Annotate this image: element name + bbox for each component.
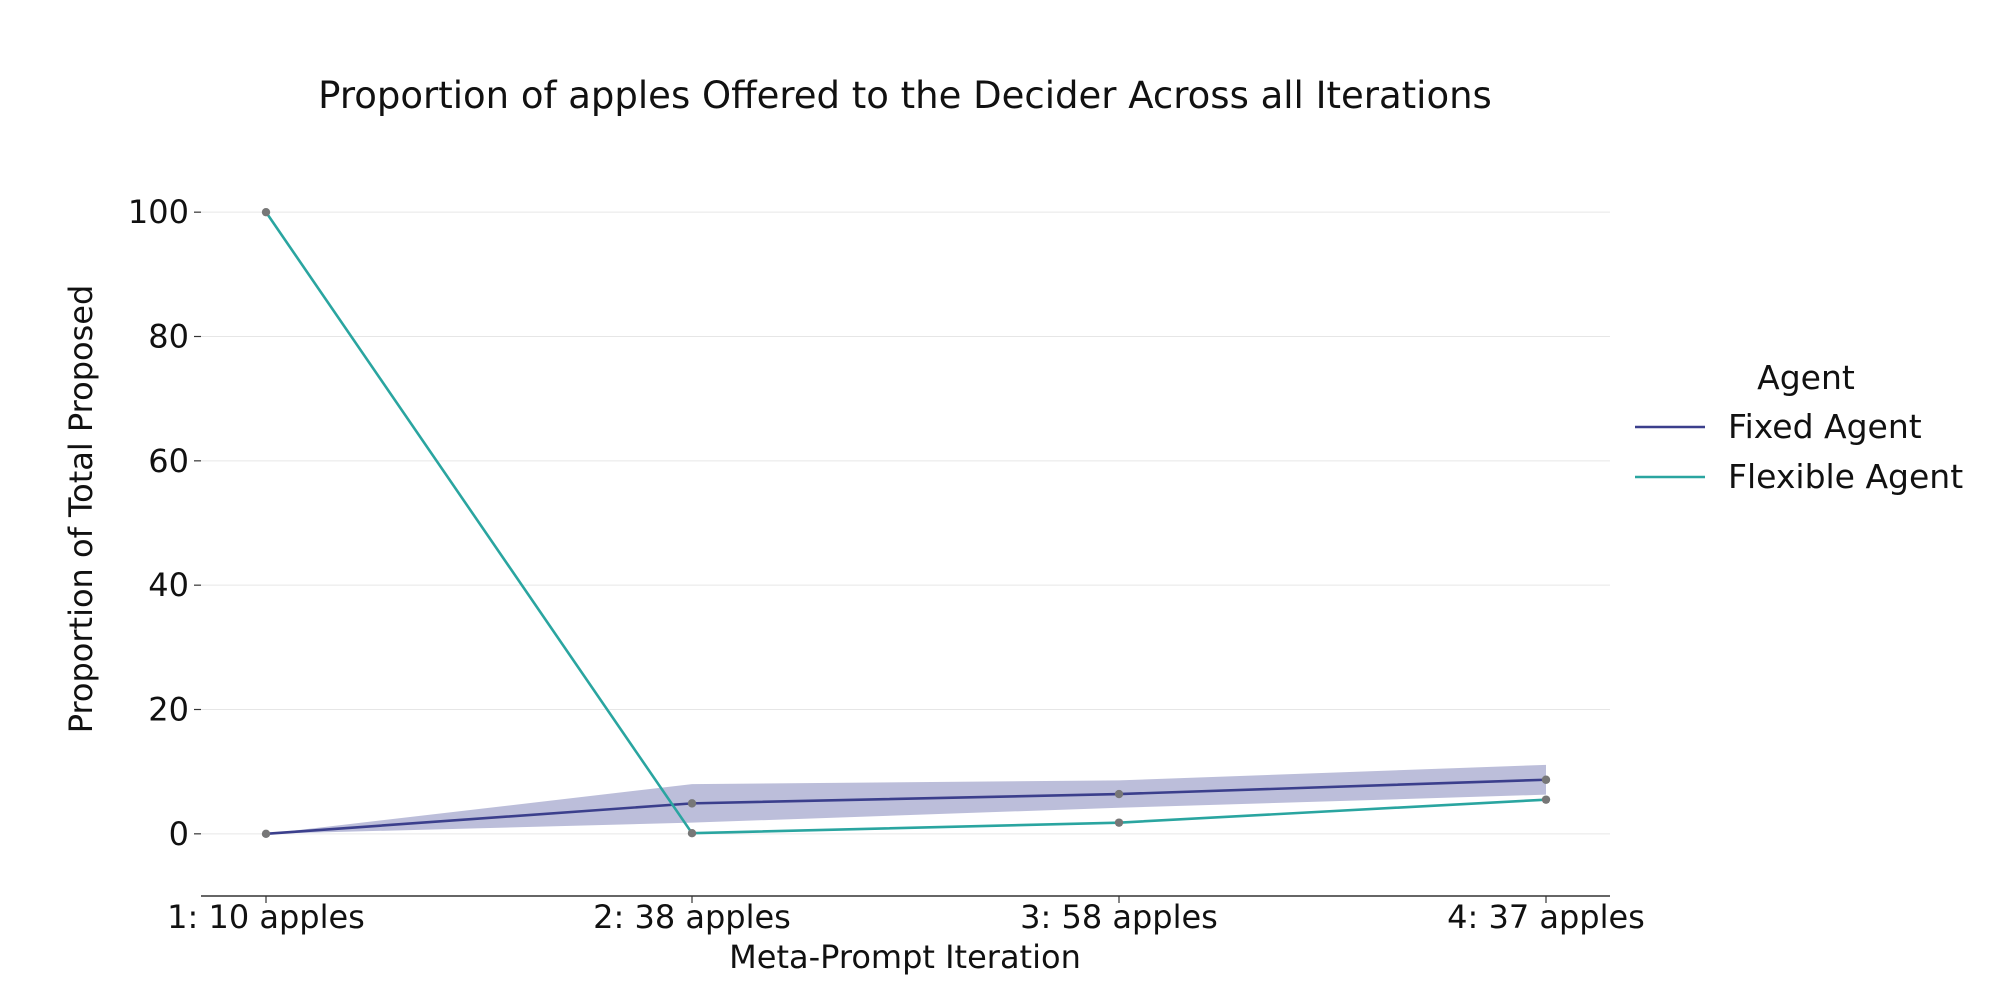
fixed-agent-line xyxy=(265,778,1547,836)
x-tick-label: 1: 10 apples xyxy=(167,898,365,936)
x-axis: 1: 10 apples 2: 38 apples 3: 58 apples 4: 3… xyxy=(167,895,1645,936)
flexible-agent-point xyxy=(687,829,697,838)
fixed-agent-point xyxy=(687,799,697,808)
x-axis-label: Meta-Prompt Iteration xyxy=(729,938,1081,976)
series-line-layer xyxy=(264,211,1547,836)
legend-title: Agent xyxy=(1757,358,1855,397)
y-tick-label: 60 xyxy=(148,442,189,480)
y-axis: 0 20 40 60 80 100 xyxy=(128,193,201,853)
y-axis-label: Proportion of Total Proposed xyxy=(62,285,100,734)
y-tick-label: 80 xyxy=(148,318,189,356)
x-tick-label: 2: 38 apples xyxy=(593,898,791,936)
x-tick-label: 4: 37 apples xyxy=(1447,898,1645,936)
fixed-agent-point xyxy=(1541,775,1551,784)
legend-label-flexible-agent: Flexible Agent xyxy=(1728,457,1963,496)
flexible-agent-point xyxy=(1114,818,1124,827)
x-tick-label: 3: 58 apples xyxy=(1020,898,1218,936)
legend-label-fixed-agent: Fixed Agent xyxy=(1728,407,1922,446)
y-tick-label: 100 xyxy=(128,193,189,231)
y-tick-label: 20 xyxy=(148,691,189,729)
fixed-agent-point xyxy=(261,829,271,839)
flexible-agent-point xyxy=(1541,795,1551,804)
flexible-agent-point xyxy=(261,207,271,217)
fixed-agent-point xyxy=(1114,789,1124,799)
y-tick-label: 40 xyxy=(148,566,189,604)
gridlines xyxy=(201,211,1610,835)
chart-title: Proportion of apples Offered to the Deci… xyxy=(318,74,1492,117)
marker-layer xyxy=(261,207,1551,839)
flexible-agent-line xyxy=(264,211,1547,835)
y-tick-label: 0 xyxy=(169,815,189,853)
legend: Agent Fixed Agent Flexible Agent xyxy=(1635,358,1963,496)
